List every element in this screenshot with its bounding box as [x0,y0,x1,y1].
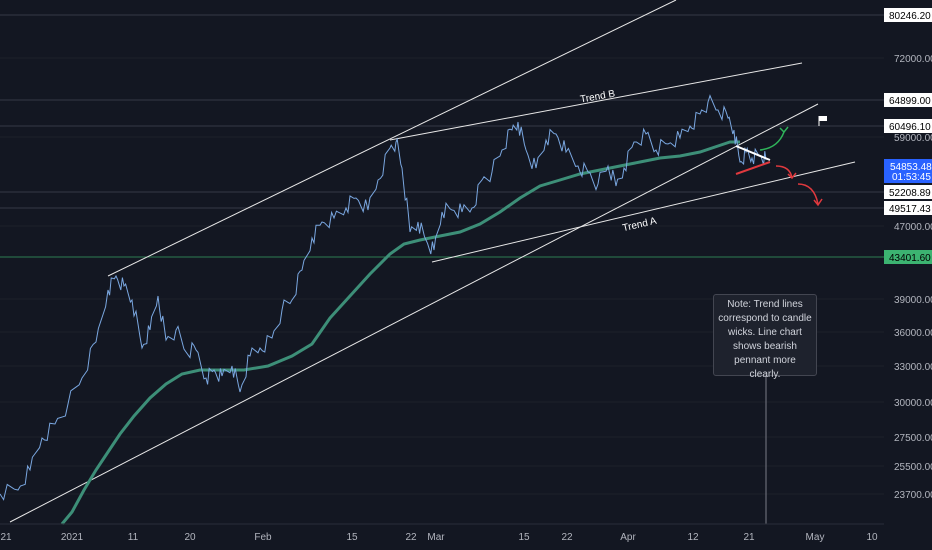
x-tick-label: 12 [687,532,699,543]
y-tick-label: 39000.00 [894,295,932,306]
countdown-timer: 01:53:45 [892,172,931,183]
x-tick-label: 21 [743,532,755,543]
x-tick-label: 10 [866,532,878,543]
pennant-lower-line [735,161,771,175]
x-tick-label: 21 [0,532,12,543]
price-tag-label: 64899.00 [889,96,931,107]
trend-a-line[interactable] [431,161,856,263]
price-tag-box [884,185,932,199]
flag-icon[interactable] [818,116,827,126]
red-arrowhead-2 [813,198,823,207]
note-annotation[interactable]: Note: Trend lines correspond to candle w… [713,294,817,380]
x-tick-label: 22 [561,532,573,543]
x-tick-label: 22 [405,532,417,543]
price-tag-label: 49517.43 [889,204,931,215]
y-tick-label: 23700.00 [894,490,932,501]
green-arrowhead [779,126,789,134]
lower-channel-line[interactable] [9,103,819,523]
x-tick-label: 11 [128,532,139,543]
y-tick-label: 47000.00 [894,222,932,233]
price-tag-label: 52208.89 [889,188,931,199]
trend-b-line[interactable] [389,62,803,141]
price-tag-label: 80246.20 [889,11,931,22]
x-tick-label: Mar [427,532,445,543]
y-tick-label: 33000.00 [894,362,932,373]
upper-channel-line[interactable] [107,0,677,277]
price-tag-label: 43401.60 [889,253,931,264]
y-tick-label: 30000.00 [894,398,932,409]
pennant-upper-line [735,145,771,161]
level-lines [0,14,884,258]
current-price-value: 54853.48 [890,162,932,173]
price-tag-box [884,201,932,215]
y-tick-label: 36000.00 [894,328,932,339]
x-tick-label: 2021 [61,532,84,543]
y-tick-label: 25500.00 [894,462,932,473]
x-tick-label: 15 [346,532,358,543]
pennant-drawing [735,145,771,175]
price-tag-label: 60496.10 [889,122,931,133]
red-arrowhead-1 [787,172,797,180]
y-tick-label: 27500.00 [894,433,932,444]
green-up-arrow [759,131,785,151]
y-tick-label: 59000.00 [894,133,932,144]
red-down-arrow-1 [775,165,793,179]
price-tag-box [884,250,932,264]
price-tags: 80246.20 64899.00 60496.10 52208.89 49517.43… [884,8,932,264]
red-down-arrow-2 [797,183,819,205]
x-tick-label: 20 [184,532,196,543]
x-axis: 21 2021 11 20 Feb 15 22 Mar 15 22 Apr 12 21 May 10 [0,532,878,543]
price-tag-box [884,93,932,107]
current-price-tag: 54853.48 01:53:45 [884,159,932,183]
arrows [759,126,823,207]
x-tick-label: Apr [620,532,636,543]
price-tag-box [884,119,932,133]
moving-average-line [60,140,740,525]
price-line [0,94,767,501]
y-axis: 72000.00 59000.00 47000.00 39000.00 36000.00… [894,54,932,501]
x-tick-label: May [806,532,825,543]
x-tick-label: 15 [518,532,530,543]
x-tick-label: Feb [254,532,272,543]
y-tick-label: 72000.00 [894,54,932,65]
price-tag-box [884,8,932,22]
trend-lines [9,0,856,523]
